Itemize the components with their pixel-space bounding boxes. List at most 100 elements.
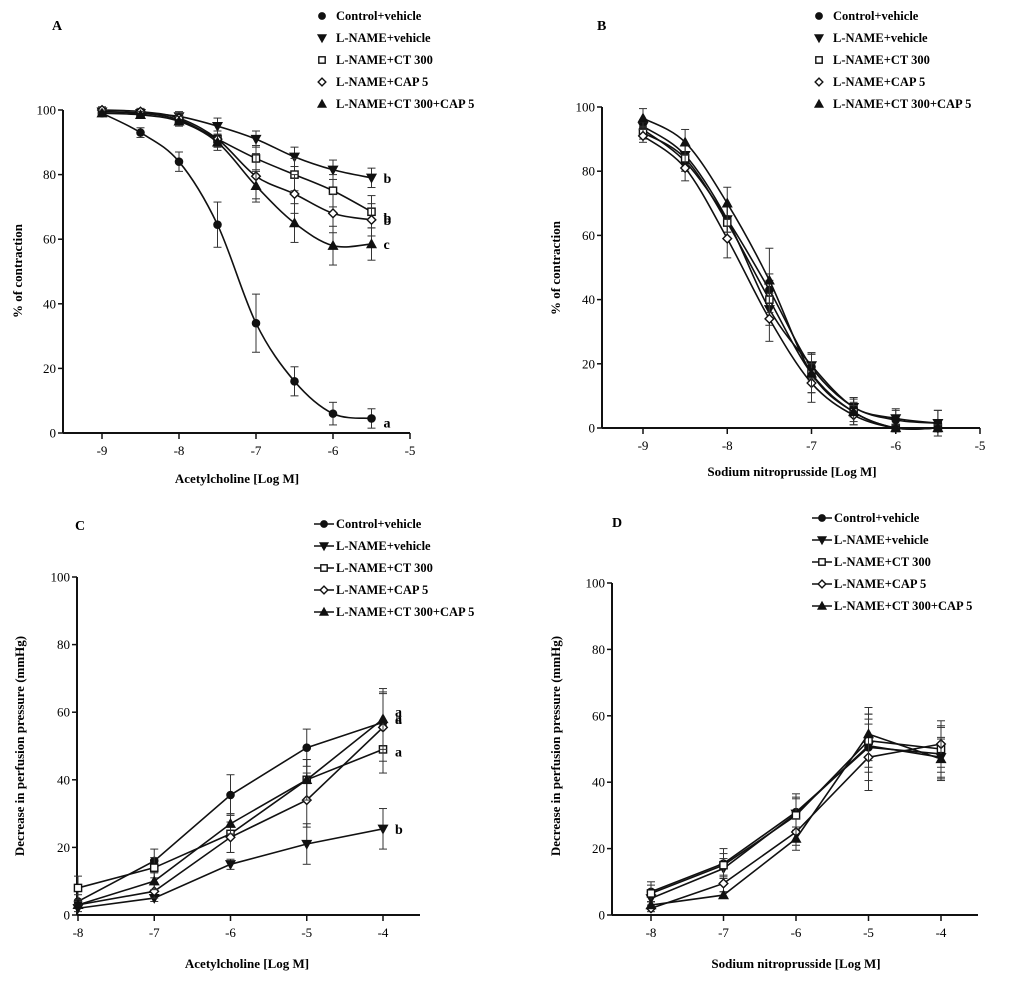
legend-marker xyxy=(319,585,329,595)
x-tick-label: -8 xyxy=(73,925,84,940)
legend-marker xyxy=(316,34,328,44)
legend-item-l-name-ct-300-cap-5: L-NAME+CT 300+CAP 5 xyxy=(813,97,971,111)
x-axis-label: Acetylcholine [Log M] xyxy=(185,956,309,971)
significance-label: b xyxy=(384,212,392,227)
legend-label: L-NAME+vehicle xyxy=(336,31,431,45)
legend-label: Control+vehicle xyxy=(336,9,422,23)
legend-marker xyxy=(814,77,824,87)
panel-b: B 0 20 40 60 80 100 -9 -8 -7 -6 -5 Sodium nitropruss… xyxy=(548,9,985,479)
data-point xyxy=(328,409,338,418)
significance-label: b xyxy=(384,172,392,187)
series-l-name-cap-5: b xyxy=(96,104,392,237)
data-point xyxy=(72,899,84,910)
y-tick-label: 60 xyxy=(43,232,56,247)
data-point xyxy=(679,162,691,174)
data-point xyxy=(250,134,262,145)
legend-marker xyxy=(318,542,330,552)
legend-label: L-NAME+CT 300+CAP 5 xyxy=(834,599,972,613)
data-point xyxy=(289,188,300,200)
legend-marker xyxy=(816,600,828,610)
data-point xyxy=(250,180,262,191)
legend-marker xyxy=(813,98,825,108)
legend-item-l-name-ct-300-cap-5: L-NAME+CT 300+CAP 5 xyxy=(314,605,474,619)
significance-label: a xyxy=(384,416,391,431)
legend-label: L-NAME+CT 300 xyxy=(336,53,433,67)
series-l-name-ct-300: b xyxy=(97,107,392,229)
x-axis-label: Sodium nitroprusside [Log M] xyxy=(707,464,876,479)
series-line xyxy=(642,125,938,424)
data-point xyxy=(226,790,235,800)
data-point xyxy=(173,115,185,126)
data-point xyxy=(890,422,902,433)
x-tick-label: -6 xyxy=(225,925,236,940)
series-control-vehicle: a xyxy=(97,108,391,431)
data-point xyxy=(645,899,657,910)
legend-item-control-vehicle: Control+vehicle xyxy=(318,9,422,23)
legend-marker xyxy=(320,564,328,572)
series-line xyxy=(101,110,372,213)
x-tick-label: -7 xyxy=(718,925,729,940)
legend-marker xyxy=(316,98,328,108)
legend-label: L-NAME+CAP 5 xyxy=(834,577,926,591)
significance-label: b xyxy=(395,823,403,838)
y-tick-label: 60 xyxy=(592,708,605,723)
axes: 0 20 40 60 80 100 -8 -7 -6 -5 -4 Sodium nitroprussi… xyxy=(548,576,978,971)
data-point xyxy=(721,233,733,244)
data-point xyxy=(213,220,222,229)
y-axis-label: % of contraction xyxy=(10,223,25,318)
legend-item-l-name-vehicle: L-NAME+vehicle xyxy=(813,31,928,45)
legend-marker xyxy=(815,56,823,64)
data-point xyxy=(251,318,261,328)
x-tick-label: -8 xyxy=(722,438,733,453)
x-axis-label: Acetylcholine [Log M] xyxy=(175,471,299,486)
legend-label: L-NAME+CT 300 xyxy=(336,561,433,575)
legend: Control+vehicle L-NAME+vehicle L-NAME+CT 3… xyxy=(316,9,474,111)
legend-item-l-name-vehicle: L-NAME+vehicle xyxy=(314,539,431,553)
y-tick-label: 20 xyxy=(592,841,605,856)
x-tick-label: -7 xyxy=(806,438,817,453)
series-l-name-ct-300: a xyxy=(73,725,402,901)
legend-marker xyxy=(317,77,327,87)
legend-item-l-name-ct-300: L-NAME+CT 300 xyxy=(318,53,433,67)
x-tick-label: -6 xyxy=(890,438,901,453)
data-point xyxy=(637,112,649,123)
data-point xyxy=(174,157,184,166)
data-point xyxy=(224,817,237,828)
data-point xyxy=(862,728,875,739)
x-axis-label: Sodium nitroprusside [Log M] xyxy=(711,956,880,971)
y-tick-label: 40 xyxy=(43,296,56,311)
data-point xyxy=(721,197,733,208)
y-tick-label: 20 xyxy=(582,356,595,371)
legend-marker xyxy=(320,520,328,528)
legend-marker xyxy=(818,514,826,522)
legend-label: L-NAME+CAP 5 xyxy=(336,75,428,89)
legend-marker xyxy=(816,536,828,546)
panel-a: A 0 20 40 60 80 100 -9 -8 -7 -6 -5 Acetylcholine [Lo… xyxy=(10,9,474,486)
series-l-name-ct-300 xyxy=(646,713,946,903)
y-tick-label: 100 xyxy=(586,576,606,591)
data-point xyxy=(367,414,376,423)
axes: 0 20 40 60 80 100 -9 -8 -7 -6 -5 Sodium nitroprussi… xyxy=(548,100,985,480)
significance-label: a xyxy=(395,713,402,728)
data-point xyxy=(717,889,730,900)
data-point xyxy=(935,753,947,764)
legend-item-control-vehicle: Control+vehicle xyxy=(812,511,920,525)
data-point xyxy=(646,889,656,898)
x-tick-label: -4 xyxy=(378,925,389,940)
data-point xyxy=(301,774,313,784)
x-tick-label: -9 xyxy=(638,438,649,453)
y-tick-label: 20 xyxy=(43,361,56,376)
series-line xyxy=(642,131,938,430)
x-tick-label: -8 xyxy=(646,925,657,940)
legend-item-l-name-cap-5: L-NAME+CAP 5 xyxy=(317,75,428,89)
series-line xyxy=(642,128,938,424)
legend-marker xyxy=(318,56,326,64)
data-point xyxy=(136,128,145,137)
y-tick-label: 0 xyxy=(599,908,606,923)
legend-item-l-name-ct-300: L-NAME+CT 300 xyxy=(812,555,931,569)
data-point xyxy=(134,109,147,120)
x-tick-label: -4 xyxy=(936,925,947,940)
series-l-name-ct-300-cap-5 xyxy=(637,108,944,433)
series-line xyxy=(101,112,372,420)
series-line xyxy=(642,117,938,430)
